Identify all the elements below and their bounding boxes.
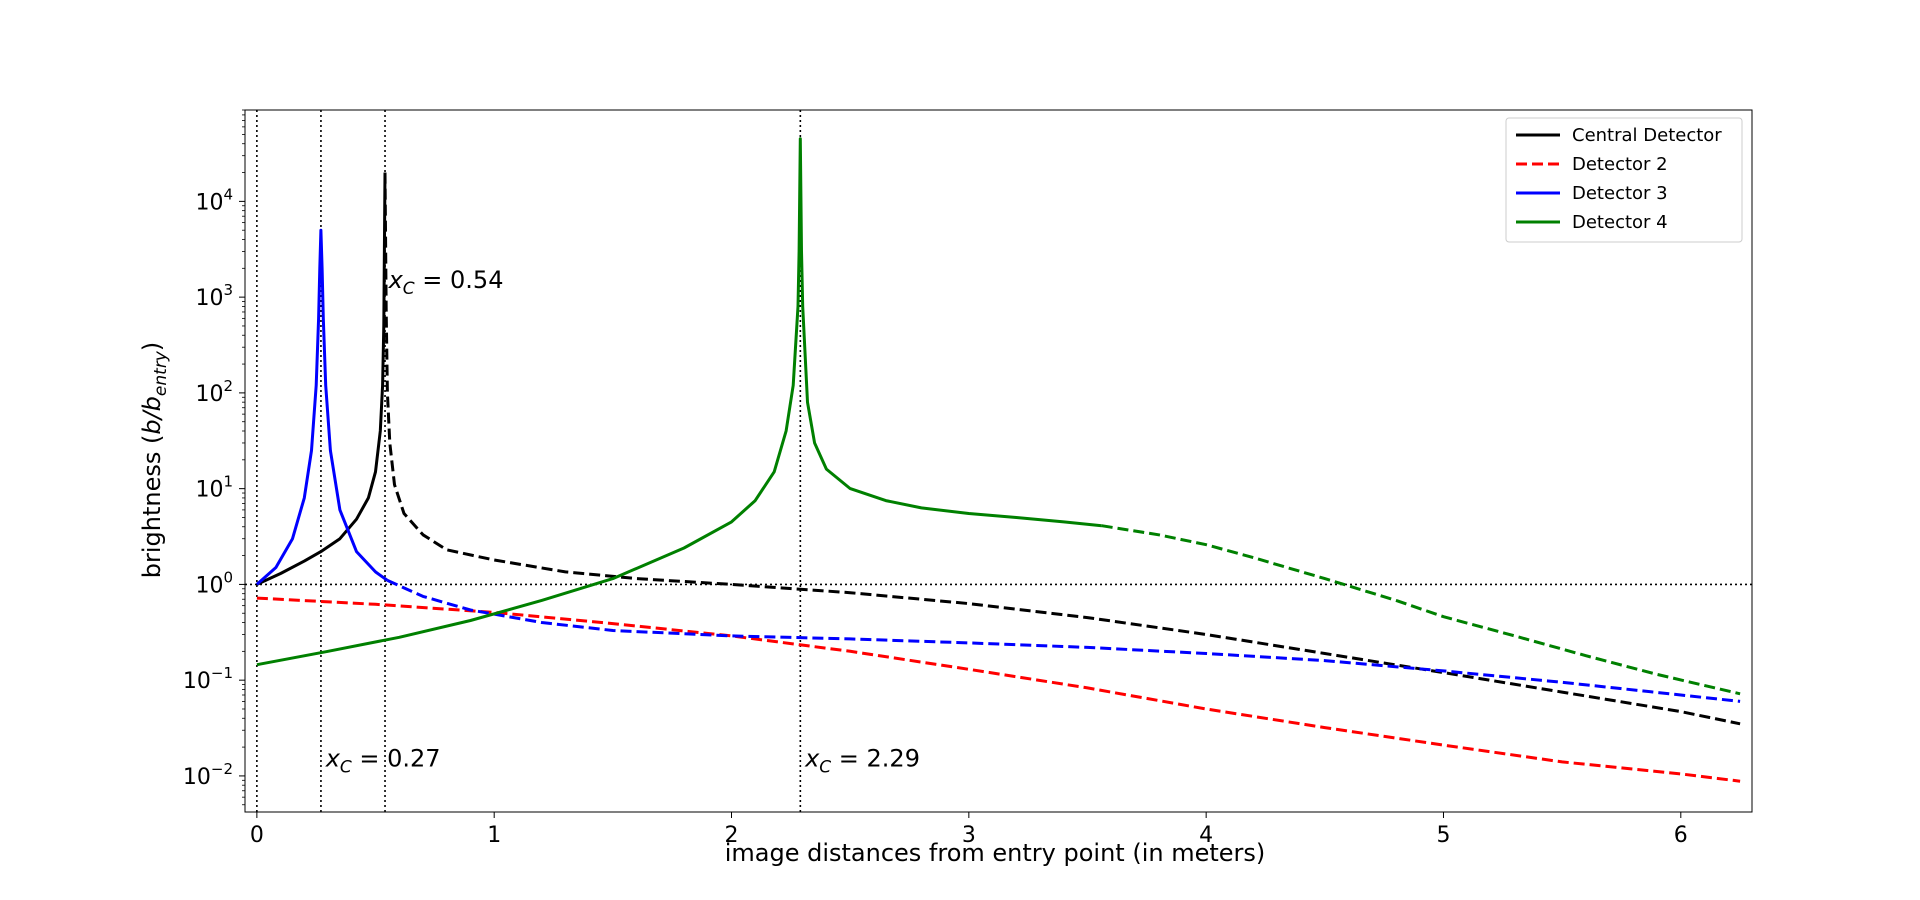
y-tick-label: 101 — [195, 473, 233, 503]
x-axis-label: image distances from entry point (in met… — [725, 839, 1266, 867]
series-line-detector-4 — [1101, 524, 1741, 696]
series-line-detector-4 — [256, 137, 1102, 667]
x-tick-label: 4 — [1199, 823, 1213, 848]
xc-annotation: xC = 0.27 — [325, 745, 441, 778]
axes-frame — [244, 109, 1753, 813]
xc-annotation: xC = 0.54 — [388, 266, 504, 299]
plot-area — [245, 110, 1752, 812]
series-line-detector-2 — [256, 596, 1741, 783]
y-tick-label: 104 — [195, 185, 233, 215]
legend: Central Detector Detector 2 Detector 3 Dete… — [1505, 117, 1743, 243]
y-tick-label: 102 — [195, 377, 233, 407]
x-tick-label: 3 — [962, 823, 976, 848]
x-axis: 0 1 2 3 4 5 6 — [250, 812, 1688, 848]
y-axis-label-sub: entry — [151, 350, 171, 396]
legend-label: Detector 3 — [1572, 183, 1668, 204]
x-tick-label: 2 — [725, 823, 739, 848]
y-axis-label-bentry: b — [138, 396, 166, 411]
y-axis-label-close: ) — [138, 342, 166, 351]
y-axis: 10−2 10−1 100 101 102 103 104 — [183, 109, 245, 806]
y-axis-label: brightness (b/bentry) — [138, 342, 171, 579]
legend-label: Central Detector — [1572, 125, 1722, 146]
annotations: xC = 0.54 xC = 0.27 xC = 2.29 — [325, 266, 920, 778]
legend-box — [1505, 117, 1743, 243]
x-tick-label: 6 — [1674, 823, 1688, 848]
x-tick-label: 5 — [1436, 823, 1450, 848]
x-tick-label: 0 — [250, 823, 264, 848]
series-line-central-detector — [256, 172, 387, 586]
xc-annotation: xC = 2.29 — [804, 745, 920, 778]
y-axis-label-main: brightness ( — [138, 435, 166, 579]
y-axis-label-b: b — [138, 419, 166, 434]
y-axis-label-slash: / — [138, 408, 166, 421]
series-line-detector-3 — [255, 228, 389, 586]
legend-label: Detector 2 — [1572, 154, 1668, 175]
y-tick-label: 10−2 — [183, 760, 233, 790]
legend-label: Detector 4 — [1572, 212, 1668, 233]
x-tick-label: 1 — [487, 823, 501, 848]
y-tick-label: 103 — [195, 281, 233, 311]
y-tick-label: 100 — [195, 568, 233, 598]
y-tick-label: 10−1 — [183, 664, 233, 694]
